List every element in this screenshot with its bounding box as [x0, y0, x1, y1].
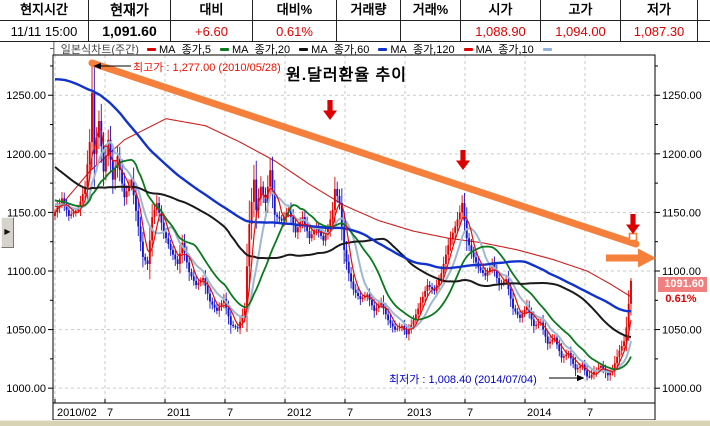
- svg-text:1000.00: 1000.00: [6, 383, 46, 395]
- col-label: 현지시간: [0, 0, 88, 21]
- down-arrow-icon: [626, 214, 640, 234]
- col-label: 대비%: [253, 0, 336, 21]
- y-axis-labels: 1250.00 1250.00 1200.00 1200.00 1150.00 1150.…: [6, 65, 702, 395]
- svg-text:1250.00: 1250.00: [6, 90, 46, 102]
- quote-col-low: 저가 1,087.30: [620, 0, 697, 42]
- svg-text:2012: 2012: [287, 407, 311, 419]
- col-label: 저가: [621, 0, 697, 21]
- ma-20-line: [54, 158, 632, 371]
- ma20-color-swatch: [220, 47, 230, 51]
- legend-item-extra[interactable]: [542, 47, 555, 51]
- quote-col-high: 고가 1,094.00: [540, 0, 620, 42]
- chart-legend-bar: ┤ 일본식차트(주간) MA_종가,5 MA_종가,20 MA_종가,60 MA…: [0, 42, 710, 56]
- ma5-color-swatch: [146, 47, 156, 51]
- svg-text:7: 7: [227, 407, 233, 419]
- quote-col-localtime: 현지시간 11/11 15:00: [0, 0, 88, 42]
- svg-text:7: 7: [347, 407, 353, 419]
- ma120-color-swatch: [378, 47, 388, 51]
- svg-text:7: 7: [467, 407, 473, 419]
- ma10-color-swatch: [463, 47, 473, 51]
- quote-col-change: 대비 +6.60: [170, 0, 252, 42]
- ma-5-line: [54, 128, 632, 375]
- svg-text:1200.00: 1200.00: [662, 149, 702, 161]
- down-arrow-icon: [456, 150, 470, 170]
- col-value: 1,091.60: [102, 23, 157, 39]
- col-value: +6.60: [195, 24, 228, 39]
- chart-title: 원.달러환율 추이: [286, 67, 407, 84]
- quote-header: 현지시간 11/11 15:00 현재가 1,091.60 대비 +6.60 대…: [0, 0, 710, 42]
- col-value: [337, 21, 400, 42]
- x-axis-labels: 2010/02 7 2011 7 2012 7 2013 7 2014 7: [54, 399, 593, 419]
- col-value: 1,087.30: [633, 24, 685, 39]
- col-label: 거래량: [337, 0, 400, 21]
- panel-expand-button[interactable]: ▶: [1, 217, 14, 248]
- bottom-strip: [0, 420, 710, 426]
- svg-text:1200.00: 1200.00: [6, 149, 46, 161]
- col-label: 현재가: [89, 0, 170, 21]
- legend-item-ma5[interactable]: MA_종가,5: [146, 41, 211, 57]
- ma-60-line: [54, 166, 632, 338]
- quote-col-change-pct: 대비% 0.61%: [252, 0, 336, 42]
- svg-text:1250.00: 1250.00: [662, 90, 702, 102]
- legend-item-ma10[interactable]: MA_종가,10: [463, 41, 534, 57]
- ma60-color-swatch: [299, 47, 309, 51]
- col-label: 대비: [171, 0, 252, 21]
- col-label: 시가: [461, 0, 540, 21]
- high-price-annotation: 최고가 : 1,277.00 (2010/05/28): [133, 62, 281, 74]
- current-change-pct: 0.61%: [665, 293, 697, 305]
- svg-text:1000.00: 1000.00: [662, 383, 702, 395]
- ma-120-line: [54, 78, 632, 313]
- svg-text:2010/02: 2010/02: [57, 407, 97, 419]
- svg-text:7: 7: [107, 407, 113, 419]
- legend-item-ma120[interactable]: MA_종가,120: [378, 41, 455, 57]
- col-value: 0.61%: [276, 24, 313, 39]
- col-value: 1,094.00: [555, 24, 606, 39]
- svg-text:1150.00: 1150.00: [662, 207, 701, 219]
- svg-text:2011: 2011: [167, 407, 191, 419]
- col-label: 고가: [541, 0, 620, 21]
- extra-color-swatch: [542, 47, 552, 51]
- svg-text:1050.00: 1050.00: [6, 325, 46, 337]
- legend-item-ma20[interactable]: MA_종가,20: [220, 41, 290, 57]
- low-price-annotation: 최저가 : 1,008.40 (2014/07/04): [389, 374, 537, 386]
- chart-type-label: 일본식차트(주간): [60, 44, 139, 56]
- svg-text:2013: 2013: [407, 407, 431, 419]
- quote-col-last: 현재가 1,091.60: [88, 0, 170, 42]
- current-price-badge: 1091.60: [658, 277, 707, 292]
- col-label: 거래%: [401, 0, 460, 21]
- svg-text:1050.00: 1050.00: [662, 325, 702, 337]
- trend-line-handle[interactable]: [628, 232, 638, 242]
- col-value: 11/11 15:00: [10, 24, 78, 39]
- slow-ma-line: [54, 118, 632, 298]
- trend-line[interactable]: [88, 59, 656, 268]
- svg-text:1100.00: 1100.00: [662, 266, 701, 278]
- quote-col-trade-pct: 거래%: [400, 0, 460, 42]
- svg-text:7: 7: [587, 407, 593, 419]
- quote-col-volume: 거래량: [336, 0, 400, 42]
- quote-col-open: 시가 1,088.90: [460, 0, 540, 42]
- event-down-arrows: [323, 100, 640, 234]
- col-value: 1,088.90: [475, 24, 526, 39]
- down-arrow-icon: [323, 100, 337, 120]
- ma-10-line: [54, 140, 632, 374]
- annotation-arrows: [93, 62, 585, 382]
- splitter-bracket-icon: ┤: [50, 43, 58, 55]
- svg-text:1150.00: 1150.00: [7, 207, 46, 219]
- col-value: [401, 21, 460, 42]
- legend-item-ma60[interactable]: MA_종가,60: [299, 41, 369, 57]
- svg-text:2014: 2014: [527, 407, 551, 419]
- svg-text:1100.00: 1100.00: [7, 266, 46, 278]
- candlesticks: [54, 62, 632, 381]
- quote-col-spare: [697, 0, 710, 42]
